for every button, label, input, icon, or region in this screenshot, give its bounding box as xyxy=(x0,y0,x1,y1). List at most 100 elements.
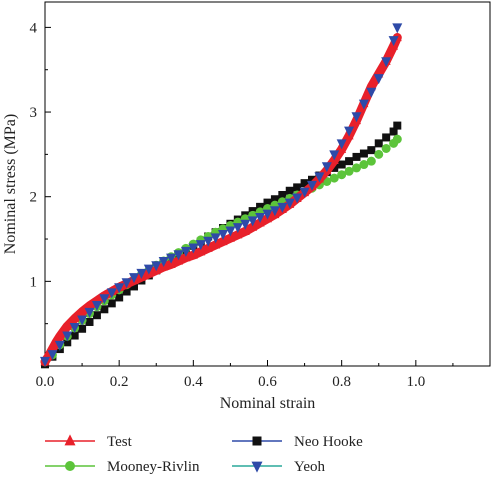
data-point xyxy=(277,202,288,213)
data-point xyxy=(107,299,116,308)
data-point xyxy=(284,198,295,209)
data-point xyxy=(99,294,110,305)
data-point xyxy=(77,315,88,326)
data-point xyxy=(70,313,80,323)
data-point xyxy=(269,206,280,217)
legend-item: Yeoh xyxy=(232,459,325,475)
data-point xyxy=(130,282,138,291)
plot-frame xyxy=(44,1,491,367)
data-point xyxy=(240,219,251,230)
y-tick-label: 4 xyxy=(30,20,38,36)
data-point xyxy=(381,143,391,153)
legend-marker xyxy=(252,436,262,446)
data-point xyxy=(308,175,316,184)
legend-label: Neo Hooke xyxy=(294,434,363,450)
data-point xyxy=(393,121,402,130)
data-point xyxy=(329,150,340,161)
data-point xyxy=(392,23,403,34)
x-tick-label: 0.8 xyxy=(332,374,351,390)
data-point xyxy=(381,57,392,68)
y-axis-title: Nominal stress (MPa) xyxy=(2,114,19,254)
data-point xyxy=(374,139,383,148)
data-point xyxy=(358,99,369,110)
data-point xyxy=(100,305,109,314)
data-point xyxy=(173,250,184,261)
series-yeoh xyxy=(40,23,403,367)
data-point xyxy=(352,152,361,161)
data-point xyxy=(203,242,213,252)
data-point xyxy=(373,74,384,85)
data-point xyxy=(392,134,402,144)
series-layer xyxy=(40,23,403,369)
data-point xyxy=(292,193,303,204)
legend-label: Test xyxy=(107,434,133,450)
data-point xyxy=(188,249,198,259)
legend-item: Test xyxy=(45,434,133,450)
data-point xyxy=(129,273,139,284)
x-tick-label: 0.2 xyxy=(110,374,129,390)
plot-area xyxy=(44,1,491,367)
legend-marker xyxy=(251,461,263,473)
data-point xyxy=(255,213,266,224)
legend-marker xyxy=(65,461,75,471)
data-point xyxy=(77,306,87,316)
data-point xyxy=(307,180,317,191)
data-point xyxy=(114,283,125,294)
data-point xyxy=(143,264,154,275)
data-point xyxy=(233,229,243,239)
data-point xyxy=(278,191,287,200)
data-point xyxy=(240,226,250,236)
data-point xyxy=(225,232,235,242)
y-tick-label: 1 xyxy=(30,274,38,290)
data-point xyxy=(218,236,228,246)
legend-marker xyxy=(64,434,76,446)
data-point xyxy=(158,257,169,268)
data-point xyxy=(47,350,58,361)
series-mooney-rivlin xyxy=(40,134,402,367)
x-tick-label: 0.4 xyxy=(184,374,203,390)
data-point xyxy=(367,146,376,155)
data-point xyxy=(314,172,325,183)
data-point xyxy=(263,198,272,207)
data-point xyxy=(203,236,214,247)
data-point xyxy=(374,149,384,159)
data-point xyxy=(188,243,199,254)
data-point xyxy=(300,179,309,188)
legend-item: Mooney-Rivlin xyxy=(45,459,200,475)
data-point xyxy=(247,216,258,227)
data-point xyxy=(382,133,391,142)
data-point xyxy=(351,112,362,123)
legend-label: Yeoh xyxy=(294,459,325,475)
data-point xyxy=(359,160,369,170)
data-point xyxy=(121,278,132,289)
data-point xyxy=(344,166,354,176)
x-tick-label: 1.0 xyxy=(406,374,425,390)
data-point xyxy=(211,239,221,249)
legend-label: Mooney-Rivlin xyxy=(107,459,200,475)
data-point xyxy=(85,317,94,326)
data-point xyxy=(196,246,206,256)
data-point xyxy=(345,157,354,166)
x-tick-label: 0.0 xyxy=(36,374,55,390)
legend-item: Neo Hooke xyxy=(232,434,363,450)
data-point xyxy=(293,183,302,192)
data-point xyxy=(195,240,206,251)
data-point xyxy=(40,356,50,367)
data-point xyxy=(115,293,124,302)
data-point xyxy=(366,156,376,166)
data-point xyxy=(91,301,102,312)
data-point xyxy=(256,202,265,211)
data-point xyxy=(337,160,346,169)
data-point xyxy=(166,253,177,264)
data-point xyxy=(69,323,80,334)
data-point xyxy=(344,126,355,137)
data-point xyxy=(232,223,243,234)
data-point xyxy=(299,187,310,198)
data-point xyxy=(136,268,147,279)
data-point xyxy=(62,331,73,342)
data-point xyxy=(70,331,79,340)
axes: 0.0 0.2 0.4 0.6 0.8 1.0 1 2 3 4 xyxy=(30,20,454,390)
data-point xyxy=(329,173,339,183)
data-point xyxy=(85,300,94,310)
data-point xyxy=(336,139,347,150)
